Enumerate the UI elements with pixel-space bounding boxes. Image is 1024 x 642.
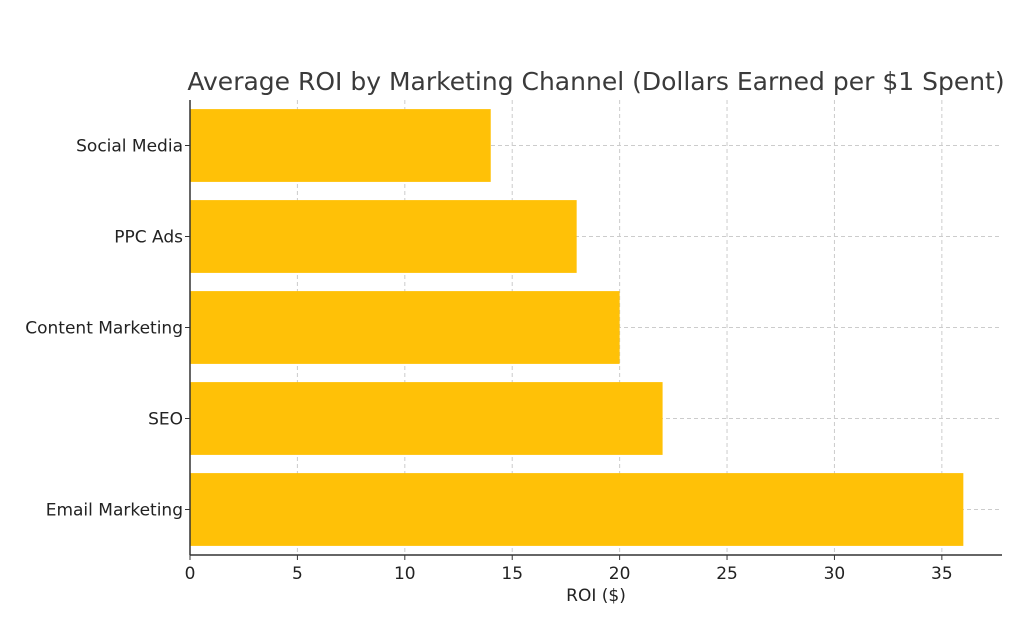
x-tick-label: 5 (292, 564, 303, 584)
x-tick-label: 35 (931, 564, 953, 584)
x-tick-label: 10 (394, 564, 416, 584)
tick-labels: 0 5 10 15 20 25 30 35 Email Marketing SEO Content … (25, 137, 952, 585)
x-axis-label: ROI ($) (566, 586, 626, 606)
x-tick-label: 15 (501, 564, 523, 584)
axes (185, 100, 1002, 560)
y-tick-label: SEO (148, 410, 183, 430)
bar-social-media (190, 109, 491, 182)
chart-title: Average ROI by Marketing Channel (Dollar… (187, 67, 1004, 96)
bar-ppc-ads (190, 200, 577, 273)
y-tick-label: Content Marketing (25, 319, 183, 339)
bar-seo (190, 382, 663, 455)
x-tick-label: 0 (185, 564, 196, 584)
y-tick-label: PPC Ads (114, 228, 183, 248)
x-tick-label: 30 (824, 564, 846, 584)
x-tick-label: 25 (716, 564, 738, 584)
bar-content-marketing (190, 291, 620, 364)
y-tick-label: Email Marketing (46, 501, 183, 521)
bars (190, 109, 964, 546)
x-tick-label: 20 (609, 564, 631, 584)
bar-email-marketing (190, 473, 964, 546)
y-tick-label: Social Media (76, 137, 183, 157)
